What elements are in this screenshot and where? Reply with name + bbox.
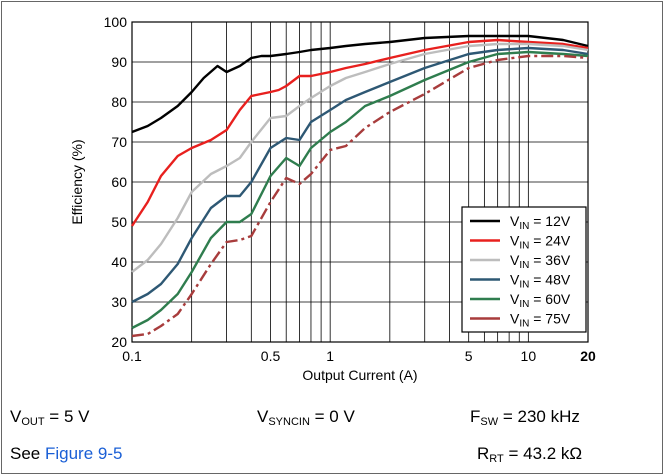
legend-entry: VIN = 75V [510, 311, 571, 330]
fsw-value: = 230 kHz [498, 407, 580, 426]
x-tick-label: 0.1 [122, 348, 142, 364]
vsync-value: = 0 V [309, 407, 355, 426]
fsw-symbol: F [470, 407, 481, 426]
y-tick-label: 40 [111, 254, 127, 270]
y-tick-label: 80 [111, 94, 127, 110]
vout-subscript: OUT [21, 416, 45, 428]
y-tick-label: 100 [104, 14, 128, 30]
legend-entry: VIN = 48V [510, 272, 571, 291]
vout-value: = 5 V [44, 407, 90, 426]
y-tick-label: 90 [111, 54, 127, 70]
y-tick-label: 70 [111, 134, 127, 150]
vsync-symbol: V [257, 407, 269, 426]
series-line-1 [131, 34, 589, 134]
figure-link[interactable]: Figure 9-5 [44, 444, 123, 463]
y-tick-label: 20 [111, 334, 127, 350]
x-tick-label: 5 [465, 348, 473, 364]
legend-entry: VIN = 60V [510, 291, 571, 310]
series-line-4 [131, 46, 589, 304]
series-line-3 [131, 42, 589, 273]
x-tick-label: 1 [326, 348, 334, 364]
series-line-5 [131, 50, 589, 330]
efficiency-chart: 20 30 40 50 60 70 80 90 100 0.1 0.5 1 5 10 20 Output Cu… [69, 14, 596, 383]
vout-condition: VOUT = 5 V [10, 407, 89, 428]
y-tick-label: 60 [111, 174, 127, 190]
y-tick-label: 50 [111, 214, 127, 230]
legend-entry: VIN = 36V [510, 252, 571, 271]
legend-box [461, 206, 587, 333]
legend-entry: VIN = 24V [510, 233, 571, 252]
see-text: See [10, 444, 45, 463]
rrt-condition: RRT = 43.2 kΩ [477, 444, 582, 465]
plot-area [131, 21, 589, 343]
vsync-subscript: SYNCIN [268, 416, 310, 428]
rrt-symbol: R [477, 444, 490, 463]
vout-symbol: V [10, 407, 22, 426]
x-tick-label: 0.5 [261, 348, 281, 364]
series-line-2 [130, 38, 589, 227]
y-tick-label: 30 [111, 294, 127, 310]
fsw-subscript: SW [480, 416, 499, 428]
see-figure-note: See Figure 9-5 [10, 444, 122, 464]
x-axis-label: Output Current (A) [302, 367, 417, 383]
x-tick-label: 10 [521, 348, 537, 364]
fsw-condition: FSW = 230 kHz [470, 407, 580, 428]
rrt-subscript: RT [489, 453, 504, 465]
rrt-value: = 43.2 kΩ [503, 444, 583, 463]
series-line-6 [131, 54, 589, 338]
legend-entry: VIN = 12V [510, 213, 571, 232]
y-axis-label: Efficiency (%) [69, 139, 85, 224]
vsyncin-condition: VSYNCIN = 0 V [257, 407, 355, 428]
x-tick-label: 20 [580, 348, 596, 364]
